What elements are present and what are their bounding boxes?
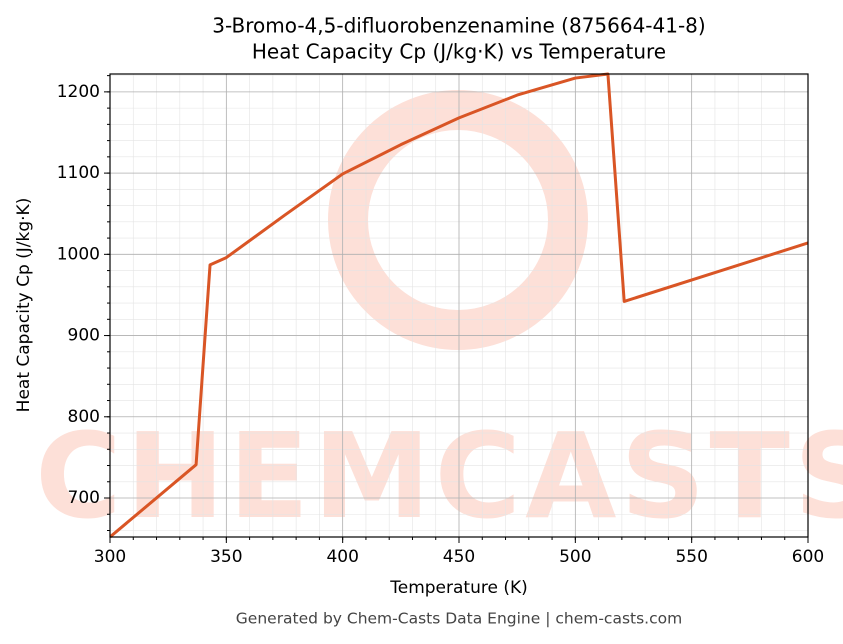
watermark-logo (328, 90, 588, 350)
x-tick-label: 500 (559, 547, 591, 567)
x-axis-label: Temperature (K) (389, 578, 528, 598)
x-tick-label: 450 (443, 547, 475, 567)
chart-subtitle: Heat Capacity Cp (J/kg·K) vs Temperature (252, 40, 666, 64)
y-tick-label: 1000 (57, 244, 100, 264)
y-axis-label: Heat Capacity Cp (J/kg·K) (14, 198, 34, 413)
x-tick-label: 300 (94, 547, 126, 567)
y-tick-label: 1100 (57, 163, 100, 183)
x-tick-label: 400 (326, 547, 358, 567)
x-tick-label: 600 (792, 547, 824, 567)
x-tick-label: 550 (675, 547, 707, 567)
y-tick-label: 800 (68, 407, 100, 427)
chart-title: 3-Bromo-4,5-difluorobenzenamine (875664-… (212, 14, 705, 38)
y-tick-label: 1200 (57, 82, 100, 102)
x-tick-label: 350 (210, 547, 242, 567)
plot-frame (109, 73, 809, 538)
y-tick-label: 700 (68, 488, 100, 508)
y-tick-label: 900 (68, 326, 100, 346)
footer: Generated by Chem-Casts Data Engine | ch… (236, 610, 682, 628)
watermark: CHEMCASTS (35, 407, 843, 545)
